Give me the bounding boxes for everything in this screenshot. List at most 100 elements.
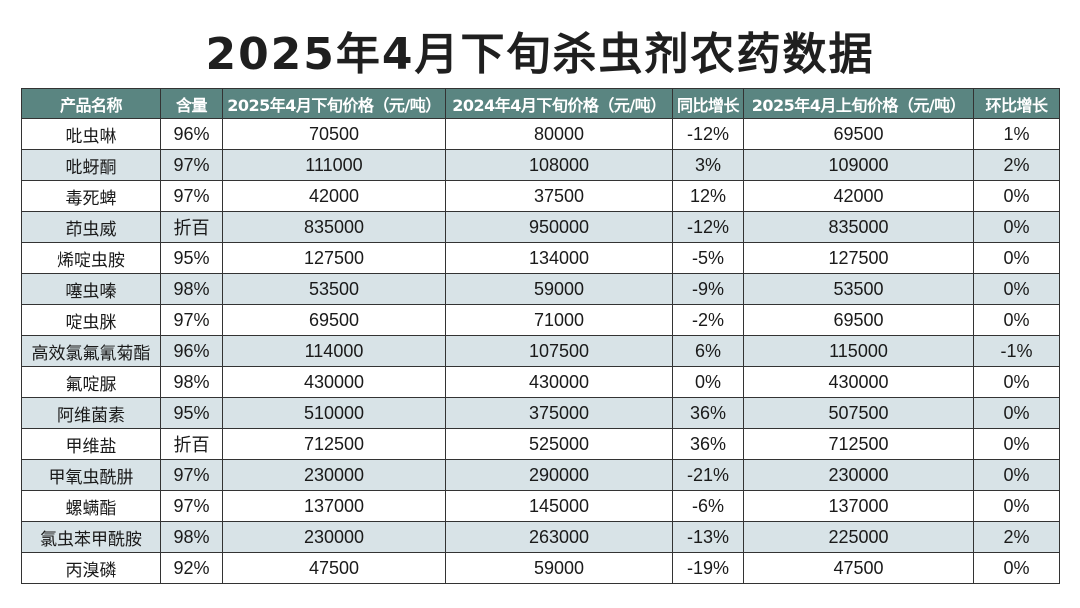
- yoy-change-cell: 12%: [672, 180, 744, 212]
- price-2025-late-april-cell: 111000: [222, 149, 446, 181]
- price-2025-late-april-cell: 53500: [222, 273, 446, 305]
- mom-change-cell: 0%: [973, 428, 1060, 460]
- content-cell: 96%: [160, 335, 223, 367]
- product-name-cell: 丙溴磷: [21, 552, 161, 584]
- price-2025-early-april-cell: 507500: [743, 397, 974, 429]
- price-2025-early-april-cell: 230000: [743, 459, 974, 491]
- column-header: 环比增长: [973, 88, 1060, 119]
- content-cell: 95%: [160, 242, 223, 274]
- mom-change-cell: -1%: [973, 335, 1060, 367]
- mom-change-cell: 0%: [973, 180, 1060, 212]
- price-2025-early-april-cell: 712500: [743, 428, 974, 460]
- mom-change-cell: 2%: [973, 521, 1060, 553]
- price-2025-early-april-cell: 127500: [743, 242, 974, 274]
- price-2025-early-april-cell: 225000: [743, 521, 974, 553]
- price-2024-late-april-cell: 107500: [445, 335, 673, 367]
- price-2024-late-april-cell: 59000: [445, 552, 673, 584]
- price-2025-late-april-cell: 42000: [222, 180, 446, 212]
- price-2025-early-april-cell: 115000: [743, 335, 974, 367]
- mom-change-cell: 0%: [973, 211, 1060, 243]
- table-row: 噻虫嗪 98% 53500 59000 -9% 53500 0%: [21, 273, 1060, 305]
- mom-change-cell: 0%: [973, 242, 1060, 274]
- product-name-cell: 啶虫脒: [21, 304, 161, 336]
- table-row: 氟啶脲 98% 430000 430000 0% 430000 0%: [21, 366, 1060, 398]
- price-2025-late-april-cell: 230000: [222, 521, 446, 553]
- table-row: 高效氯氟氰菊酯 96% 114000 107500 6% 115000 -1%: [21, 335, 1060, 367]
- price-2024-late-april-cell: 290000: [445, 459, 673, 491]
- price-2024-late-april-cell: 950000: [445, 211, 673, 243]
- price-2025-early-april-cell: 430000: [743, 366, 974, 398]
- content-cell: 98%: [160, 366, 223, 398]
- yoy-change-cell: -12%: [672, 118, 744, 150]
- column-header: 产品名称: [21, 88, 161, 119]
- price-2025-early-april-cell: 109000: [743, 149, 974, 181]
- yoy-change-cell: -19%: [672, 552, 744, 584]
- content-cell: 96%: [160, 118, 223, 150]
- yoy-change-cell: -9%: [672, 273, 744, 305]
- content-cell: 98%: [160, 521, 223, 553]
- table-row: 烯啶虫胺 95% 127500 134000 -5% 127500 0%: [21, 242, 1060, 274]
- price-2025-late-april-cell: 69500: [222, 304, 446, 336]
- price-2025-late-april-cell: 510000: [222, 397, 446, 429]
- price-2024-late-april-cell: 145000: [445, 490, 673, 522]
- product-name-cell: 氟啶脲: [21, 366, 161, 398]
- price-2024-late-april-cell: 80000: [445, 118, 673, 150]
- product-name-cell: 茚虫威: [21, 211, 161, 243]
- price-2025-late-april-cell: 47500: [222, 552, 446, 584]
- price-2025-early-april-cell: 47500: [743, 552, 974, 584]
- price-table: 产品名称 含量 2025年4月下旬价格（元/吨） 2024年4月下旬价格（元/吨…: [21, 88, 1060, 584]
- content-cell: 97%: [160, 149, 223, 181]
- product-name-cell: 噻虫嗪: [21, 273, 161, 305]
- mom-change-cell: 2%: [973, 149, 1060, 181]
- table-row: 吡蚜酮 97% 111000 108000 3% 109000 2%: [21, 149, 1060, 181]
- product-name-cell: 吡蚜酮: [21, 149, 161, 181]
- product-name-cell: 甲维盐: [21, 428, 161, 460]
- mom-change-cell: 0%: [973, 304, 1060, 336]
- table-row: 氯虫苯甲酰胺 98% 230000 263000 -13% 225000 2%: [21, 521, 1060, 553]
- yoy-change-cell: 6%: [672, 335, 744, 367]
- content-cell: 97%: [160, 180, 223, 212]
- column-header: 2025年4月上旬价格（元/吨）: [743, 88, 974, 119]
- price-2025-early-april-cell: 69500: [743, 118, 974, 150]
- price-2024-late-april-cell: 37500: [445, 180, 673, 212]
- table-row: 螺螨酯 97% 137000 145000 -6% 137000 0%: [21, 490, 1060, 522]
- mom-change-cell: 0%: [973, 397, 1060, 429]
- product-name-cell: 螺螨酯: [21, 490, 161, 522]
- price-2024-late-april-cell: 375000: [445, 397, 673, 429]
- yoy-change-cell: -2%: [672, 304, 744, 336]
- product-name-cell: 甲氧虫酰肼: [21, 459, 161, 491]
- content-cell: 98%: [160, 273, 223, 305]
- product-name-cell: 毒死蜱: [21, 180, 161, 212]
- table-row: 啶虫脒 97% 69500 71000 -2% 69500 0%: [21, 304, 1060, 336]
- table-row: 吡虫啉 96% 70500 80000 -12% 69500 1%: [21, 118, 1060, 150]
- content-cell: 97%: [160, 490, 223, 522]
- price-2025-late-april-cell: 230000: [222, 459, 446, 491]
- price-2025-late-april-cell: 712500: [222, 428, 446, 460]
- price-2025-early-april-cell: 53500: [743, 273, 974, 305]
- price-2024-late-april-cell: 59000: [445, 273, 673, 305]
- price-2024-late-april-cell: 134000: [445, 242, 673, 274]
- price-2024-late-april-cell: 263000: [445, 521, 673, 553]
- yoy-change-cell: -21%: [672, 459, 744, 491]
- mom-change-cell: 0%: [973, 273, 1060, 305]
- column-header: 含量: [160, 88, 223, 119]
- price-2025-early-april-cell: 137000: [743, 490, 974, 522]
- product-name-cell: 高效氯氟氰菊酯: [21, 335, 161, 367]
- product-name-cell: 阿维菌素: [21, 397, 161, 429]
- table-row: 毒死蜱 97% 42000 37500 12% 42000 0%: [21, 180, 1060, 212]
- price-2025-late-april-cell: 70500: [222, 118, 446, 150]
- price-2025-early-april-cell: 835000: [743, 211, 974, 243]
- header-row: 产品名称 含量 2025年4月下旬价格（元/吨） 2024年4月下旬价格（元/吨…: [21, 88, 1060, 119]
- content-cell: 折百: [160, 428, 223, 460]
- mom-change-cell: 0%: [973, 459, 1060, 491]
- mom-change-cell: 0%: [973, 552, 1060, 584]
- column-header: 2025年4月下旬价格（元/吨）: [222, 88, 446, 119]
- yoy-change-cell: 3%: [672, 149, 744, 181]
- table-row: 甲氧虫酰肼 97% 230000 290000 -21% 230000 0%: [21, 459, 1060, 491]
- price-2025-early-april-cell: 42000: [743, 180, 974, 212]
- mom-change-cell: 0%: [973, 490, 1060, 522]
- price-2025-late-april-cell: 430000: [222, 366, 446, 398]
- product-name-cell: 氯虫苯甲酰胺: [21, 521, 161, 553]
- yoy-change-cell: -5%: [672, 242, 744, 274]
- price-2024-late-april-cell: 525000: [445, 428, 673, 460]
